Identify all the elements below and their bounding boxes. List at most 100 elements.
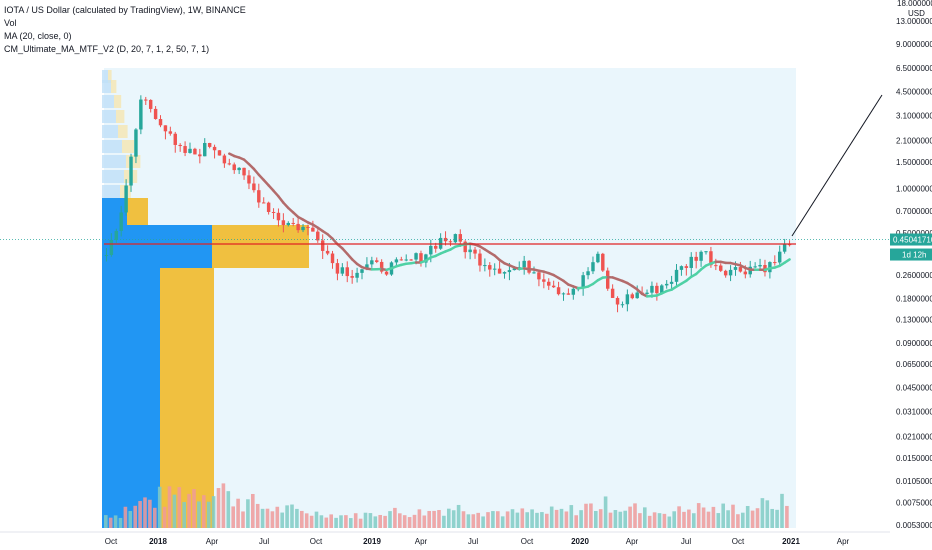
volume-bar — [510, 509, 515, 528]
volume-bar — [481, 516, 485, 528]
volume-bar — [554, 509, 559, 528]
candle-body — [758, 265, 762, 267]
vp-fade-blue — [102, 170, 124, 183]
volume-bar — [304, 513, 309, 528]
candle-body — [596, 253, 600, 263]
candle-body — [261, 202, 266, 204]
volume-bar — [162, 506, 167, 528]
volume-bar — [643, 507, 647, 528]
vp-blue-poc — [102, 225, 212, 268]
candle-body — [655, 285, 659, 294]
candle-body — [148, 99, 153, 109]
candle-body — [301, 226, 305, 231]
volume-bar — [745, 506, 750, 528]
vp-fade-blue — [102, 70, 108, 83]
candle-body — [340, 267, 345, 274]
volume-bar — [417, 509, 422, 528]
candle-body — [728, 269, 733, 276]
candle-body — [330, 253, 335, 264]
candle-body — [753, 266, 757, 268]
price-axis-top-label: 18.0000000 — [897, 0, 932, 8]
time-tick-label: 2021 — [782, 537, 800, 546]
candle-body — [664, 283, 669, 286]
volume-bar — [427, 510, 431, 528]
candle-body — [488, 265, 492, 270]
candle-body — [183, 146, 187, 153]
candle-body — [168, 131, 173, 134]
volume-bar — [608, 512, 613, 528]
volume-bar — [486, 512, 490, 528]
candle-body — [114, 230, 119, 240]
candle-body — [232, 164, 236, 171]
candle-body — [335, 263, 340, 274]
volume-bar — [363, 512, 368, 528]
candle-body — [129, 156, 133, 186]
candle-body — [551, 285, 556, 288]
volume-bar — [696, 503, 701, 528]
candle-body — [104, 255, 109, 257]
candle-body — [296, 223, 300, 231]
volume-bar — [530, 509, 534, 528]
volume-bar — [143, 497, 147, 528]
volume-bar — [378, 514, 382, 528]
price-tick-label: 0.0075000 — [896, 499, 932, 508]
volume-bar — [520, 508, 525, 528]
price-tick-label: 0.1300000 — [896, 315, 932, 324]
volume-bar — [192, 489, 196, 528]
price-tick-label: 0.0210000 — [896, 433, 932, 442]
volume-bar — [491, 511, 495, 528]
vp-fade-yellow — [122, 140, 134, 153]
candle-body — [370, 260, 374, 265]
volume-bar — [172, 494, 177, 528]
price-tick-label: 0.0310000 — [896, 408, 932, 417]
volume-bar — [750, 510, 755, 528]
volume-bar — [255, 503, 260, 528]
volume-bar — [290, 504, 294, 528]
vp-fade-blue — [102, 125, 118, 138]
volume-bar — [540, 512, 544, 528]
candle-body — [684, 266, 689, 268]
time-tick-label: Oct — [310, 537, 323, 546]
vp-yellow-lower — [160, 268, 214, 528]
candle-body — [547, 281, 551, 286]
candle-body — [723, 270, 728, 276]
price-tick-label: 0.0450000 — [896, 384, 932, 393]
volume-bar — [471, 514, 476, 528]
volume-bar — [741, 512, 745, 528]
price-tick-label: 0.0650000 — [896, 360, 932, 369]
volume-bar — [388, 511, 392, 528]
volume-bar — [701, 507, 706, 528]
candle-body — [286, 222, 291, 226]
time-tick-label: Apr — [626, 537, 639, 546]
volume-bar — [182, 502, 186, 528]
mtf-indicator-label[interactable]: CM_Ultimate_MA_MTF_V2 (D, 20, 7, 1, 2, 5… — [4, 44, 210, 54]
volume-bar — [138, 501, 142, 528]
volume-bar — [437, 510, 441, 528]
volume-bar — [206, 501, 211, 528]
volume-bar — [652, 512, 657, 528]
volume-bar — [442, 515, 446, 528]
volume-bar — [422, 515, 427, 528]
candle-body — [247, 175, 251, 184]
time-tick-label: 2019 — [363, 537, 381, 546]
price-tick-label: 0.0150000 — [896, 454, 932, 463]
candle-body — [468, 249, 472, 253]
candle-body — [699, 251, 703, 261]
volume-bar — [393, 507, 397, 528]
volume-bar — [251, 493, 255, 528]
current-price-badge — [890, 233, 932, 246]
candle-body — [178, 144, 182, 147]
symbol-title[interactable]: IOTA / US Dollar (calculated by TradingV… — [4, 5, 246, 15]
candle-body — [266, 202, 271, 212]
candle-body — [384, 271, 389, 275]
volume-label[interactable]: Vol — [4, 18, 17, 28]
price-tick-label: 0.5000000 — [896, 229, 932, 238]
volume-bar — [496, 511, 500, 528]
volume-profile — [102, 70, 309, 528]
ma-indicator-label[interactable]: MA (20, close, 0) — [4, 31, 72, 41]
vp-blue-upper — [102, 198, 127, 225]
volume-bar — [574, 515, 578, 528]
candle-body — [306, 226, 310, 228]
volume-bar — [153, 507, 157, 528]
